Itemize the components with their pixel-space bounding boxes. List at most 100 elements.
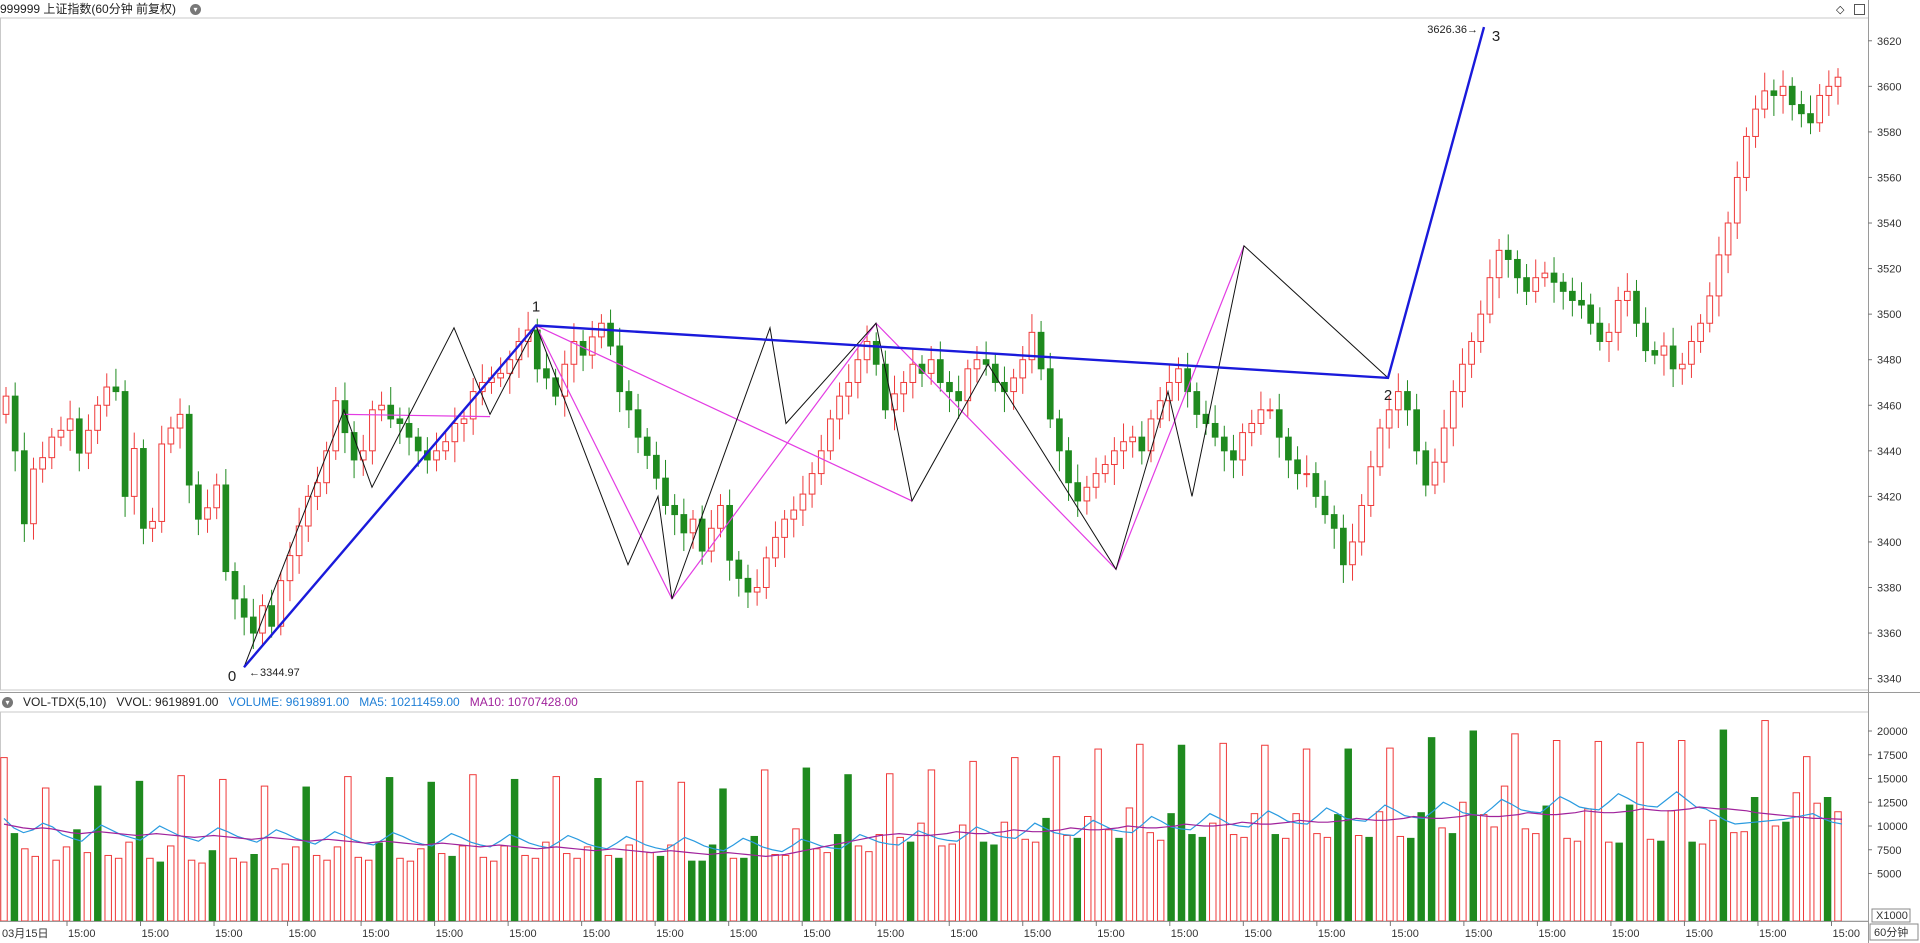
volume-bar-up: [1083, 816, 1092, 922]
volume-bar-up: [1459, 801, 1467, 922]
candle-body-down: [11, 395, 19, 452]
candle-body-down: [1193, 391, 1201, 415]
time-tick-label: 15:00: [215, 928, 243, 940]
candle: [1404, 380, 1411, 426]
candle: [1633, 279, 1640, 337]
wave-label-0: 0: [228, 668, 236, 685]
candle-body-up: [213, 484, 221, 509]
candle: [680, 498, 688, 552]
candle: [414, 428, 422, 467]
candle: [909, 348, 917, 399]
volume-bar-down: [1198, 836, 1207, 922]
candle-body-up: [1111, 450, 1118, 465]
candle-body-up: [717, 504, 724, 529]
candle-body-up: [451, 422, 459, 443]
volume-bar-up: [1229, 834, 1238, 922]
volume-ma-lines: [3, 791, 1843, 858]
time-tick-label: 15:00: [1759, 928, 1787, 940]
candle-body-down: [222, 484, 230, 573]
candle-body-down: [231, 571, 239, 600]
candle-body-up: [469, 391, 477, 420]
candle-body-up: [1385, 409, 1393, 429]
price-tick-label: 3620: [1877, 36, 1901, 48]
volume-bar-up: [1261, 744, 1269, 922]
candle: [1605, 323, 1613, 362]
candle-body-up: [854, 359, 862, 383]
candle-body-up: [176, 413, 184, 429]
volume-bar-up: [1354, 835, 1363, 922]
candle: [845, 364, 853, 415]
candle: [936, 341, 944, 392]
chevron-down-icon[interactable]: ▾: [190, 4, 202, 16]
volume-bar-up: [260, 785, 269, 922]
candle: [1111, 437, 1118, 485]
time-tick-label: 15:00: [1244, 928, 1272, 940]
candle-body-up: [103, 386, 111, 406]
window-toggle-icon[interactable]: [1854, 4, 1866, 16]
volume-bar-up: [1219, 742, 1227, 922]
high-price-label: 3626.36→: [1427, 24, 1478, 36]
candle-body-up: [927, 359, 935, 374]
candle-body-down: [1321, 495, 1329, 516]
candle-body-up: [817, 450, 825, 475]
volume-toggle-icon[interactable]: ▾: [2, 697, 13, 709]
candle-body-down: [1669, 345, 1677, 370]
candle-body-up: [1083, 486, 1091, 502]
candle-body-up: [1495, 249, 1503, 279]
volume-bar-up: [562, 853, 571, 922]
diamond-icon[interactable]: ◇: [1836, 4, 1845, 16]
volume-bar-down: [979, 841, 988, 922]
volume-bar-up: [1500, 785, 1509, 922]
candle: [1010, 368, 1017, 410]
candle-body-up: [1349, 541, 1356, 566]
candle-body-up: [149, 520, 156, 529]
candle-body-up: [369, 409, 376, 452]
candle-body-up: [1394, 391, 1402, 411]
volume-bar-down: [1542, 805, 1550, 922]
volume-bar-up: [490, 860, 498, 922]
candle: [799, 475, 807, 526]
candle: [1788, 77, 1796, 121]
time-tick-label: 03月15日: [2, 928, 48, 940]
candle-body-up: [2, 395, 10, 415]
volume-bar-up: [1146, 832, 1154, 922]
volume-bar-down: [1188, 834, 1196, 922]
wave-secondary-line: [535, 324, 913, 502]
candle: [1230, 434, 1237, 479]
candle-body-down: [195, 484, 202, 520]
candle-body-down: [872, 340, 880, 365]
volume-bar-down: [302, 786, 310, 922]
candle-body-up: [1010, 377, 1017, 393]
candle: [1367, 450, 1375, 517]
candle-body-down: [1550, 272, 1558, 283]
candle: [1468, 332, 1475, 378]
candle: [341, 382, 349, 454]
candle: [1825, 70, 1833, 116]
candle: [1523, 264, 1530, 306]
volume-tick-label: 15000: [1877, 774, 1908, 786]
volume-bar-up: [1730, 832, 1738, 922]
candle: [94, 396, 101, 444]
candle-body-down: [918, 363, 926, 374]
volume-bar-down: [1334, 814, 1342, 922]
candle: [955, 375, 962, 419]
volume-bar-down: [750, 835, 759, 922]
candle: [1504, 234, 1512, 278]
candle: [753, 569, 761, 606]
volume-bar-up: [1834, 811, 1842, 922]
candle: [1816, 84, 1824, 132]
volume-bar-down: [1823, 797, 1832, 922]
candle-body-down: [1065, 450, 1072, 484]
price-tick-label: 3600: [1877, 81, 1901, 93]
candle-body-up: [1614, 299, 1622, 333]
volume-bar-up: [239, 861, 248, 922]
candle: [1413, 393, 1420, 465]
candle: [726, 489, 733, 581]
candle: [1294, 446, 1301, 490]
candle-body-up: [1486, 277, 1494, 315]
price-tick-label: 3540: [1877, 218, 1901, 230]
candle: [1614, 286, 1622, 351]
time-tick-label: 15:00: [362, 928, 390, 940]
candlestick-series: [2, 68, 1842, 649]
volume-bar-down: [688, 860, 696, 922]
